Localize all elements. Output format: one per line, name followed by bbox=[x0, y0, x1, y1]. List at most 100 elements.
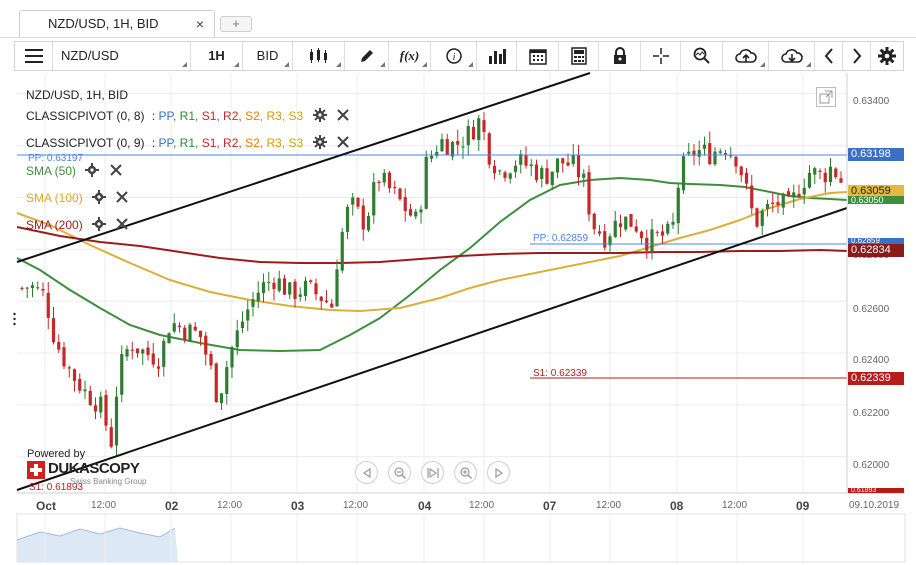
candle-body bbox=[298, 294, 302, 297]
candle-body bbox=[83, 389, 87, 392]
add-tab-button[interactable]: + bbox=[220, 16, 252, 32]
dukascopy-logo-icon bbox=[27, 461, 45, 479]
candle-body bbox=[366, 216, 371, 231]
gear-icon[interactable] bbox=[92, 217, 107, 231]
candle-body bbox=[629, 213, 633, 227]
candle-body bbox=[613, 220, 617, 237]
close-icon[interactable] bbox=[115, 190, 129, 204]
x-date-tick: 09.10.2019 bbox=[849, 500, 900, 511]
legend-title: NZD/USD, 1H, BID bbox=[26, 88, 129, 102]
scroll-right-button[interactable] bbox=[843, 42, 871, 70]
pivot-1-sep: : bbox=[151, 109, 156, 123]
candle-body bbox=[319, 296, 323, 301]
candle-body bbox=[650, 229, 654, 252]
panel-resize-handle[interactable] bbox=[13, 312, 16, 326]
candle-body bbox=[335, 269, 339, 307]
calculator-button[interactable] bbox=[559, 42, 599, 70]
candle-body bbox=[450, 141, 455, 157]
candle-body bbox=[214, 363, 218, 402]
close-icon[interactable] bbox=[336, 108, 350, 122]
candle-body bbox=[114, 396, 119, 446]
draw-button[interactable] bbox=[345, 42, 389, 70]
close-icon[interactable] bbox=[109, 163, 123, 177]
candle-body bbox=[403, 197, 407, 211]
candle-body bbox=[435, 152, 439, 156]
candle-body bbox=[498, 170, 502, 172]
scroll-back-button[interactable] bbox=[355, 461, 378, 484]
zoom-in-icon bbox=[459, 466, 472, 479]
lock-button[interactable] bbox=[599, 42, 641, 70]
candle-body bbox=[193, 326, 197, 331]
settings-button[interactable] bbox=[871, 42, 903, 70]
candle-body bbox=[78, 378, 82, 391]
channel-upper-line bbox=[16, 72, 591, 263]
candle-body bbox=[419, 209, 423, 213]
chart-tab[interactable]: NZD/USD, 1H, BID × bbox=[19, 10, 215, 38]
candle-body bbox=[272, 282, 276, 289]
volume-button[interactable] bbox=[477, 42, 517, 70]
plot-background bbox=[17, 73, 847, 493]
candle-body bbox=[834, 168, 838, 177]
candle-body bbox=[676, 187, 680, 224]
upload-button[interactable] bbox=[723, 42, 769, 70]
zoom-button[interactable] bbox=[681, 42, 723, 70]
scroll-forward-button[interactable] bbox=[487, 461, 510, 484]
gear-icon[interactable] bbox=[312, 108, 327, 122]
candle-body bbox=[718, 151, 722, 153]
candle-body bbox=[256, 292, 260, 302]
candle-body bbox=[561, 158, 565, 164]
pp-old-label: PP: 0.63197 bbox=[28, 153, 84, 164]
zoom-in-button[interactable] bbox=[454, 461, 477, 484]
gear-icon[interactable] bbox=[92, 190, 107, 204]
candle-body bbox=[235, 330, 239, 348]
close-icon[interactable] bbox=[336, 135, 350, 149]
candle-body bbox=[729, 155, 733, 157]
pivot-1-pp: PP, bbox=[158, 109, 177, 123]
candle-body bbox=[41, 289, 45, 291]
expand-chart-button[interactable] bbox=[816, 87, 836, 107]
chart-type-button[interactable] bbox=[293, 42, 345, 70]
close-icon[interactable] bbox=[115, 217, 129, 231]
x-day-tick: 07 bbox=[543, 499, 557, 513]
info-button[interactable]: i bbox=[431, 42, 477, 70]
instrument-select[interactable]: NZD/USD bbox=[53, 42, 191, 70]
gear-icon[interactable] bbox=[85, 163, 100, 177]
side-select[interactable]: BID bbox=[243, 42, 293, 70]
legend-pivot-1: CLASSICPIVOT (0, 8) : PP, R1, S1, R2, S2… bbox=[26, 108, 350, 124]
upload-cloud-icon bbox=[734, 49, 757, 63]
candle-body bbox=[508, 173, 512, 179]
candle-body bbox=[324, 300, 329, 303]
candle-body bbox=[634, 226, 638, 232]
calendar-button[interactable] bbox=[517, 42, 559, 70]
x-day-tick: 03 bbox=[291, 499, 305, 513]
gear-icon[interactable] bbox=[312, 135, 327, 149]
tab-bar: NZD/USD, 1H, BID × + bbox=[0, 0, 916, 38]
period-select[interactable]: 1H bbox=[191, 42, 243, 70]
menu-button[interactable] bbox=[15, 42, 53, 70]
zoom-out-button[interactable] bbox=[388, 461, 411, 484]
candle-body bbox=[597, 231, 602, 234]
candle-body bbox=[477, 118, 481, 140]
candle-body bbox=[708, 143, 712, 164]
candle-body bbox=[786, 191, 791, 197]
price-tag-s1-old: 0.61893 bbox=[848, 488, 904, 493]
candle-body bbox=[62, 347, 66, 367]
s1-new-label: S1: 0.62339 bbox=[533, 368, 587, 379]
reset-view-button[interactable] bbox=[421, 461, 444, 484]
pivot-1-r1: R1, bbox=[179, 109, 199, 123]
channel-lower-line bbox=[16, 207, 848, 491]
formula-icon: f(x) bbox=[399, 48, 420, 63]
candle-body bbox=[771, 202, 775, 205]
candle-body bbox=[57, 342, 61, 350]
tab-close-icon[interactable]: × bbox=[195, 16, 204, 32]
candle-body bbox=[261, 282, 266, 294]
download-button[interactable] bbox=[769, 42, 815, 70]
candle-body bbox=[219, 393, 224, 403]
candle-body bbox=[618, 223, 623, 227]
candle-body bbox=[293, 281, 297, 300]
indicators-button[interactable]: f(x) bbox=[389, 42, 431, 70]
scroll-left-button[interactable] bbox=[815, 42, 843, 70]
crosshair-button[interactable] bbox=[641, 42, 681, 70]
